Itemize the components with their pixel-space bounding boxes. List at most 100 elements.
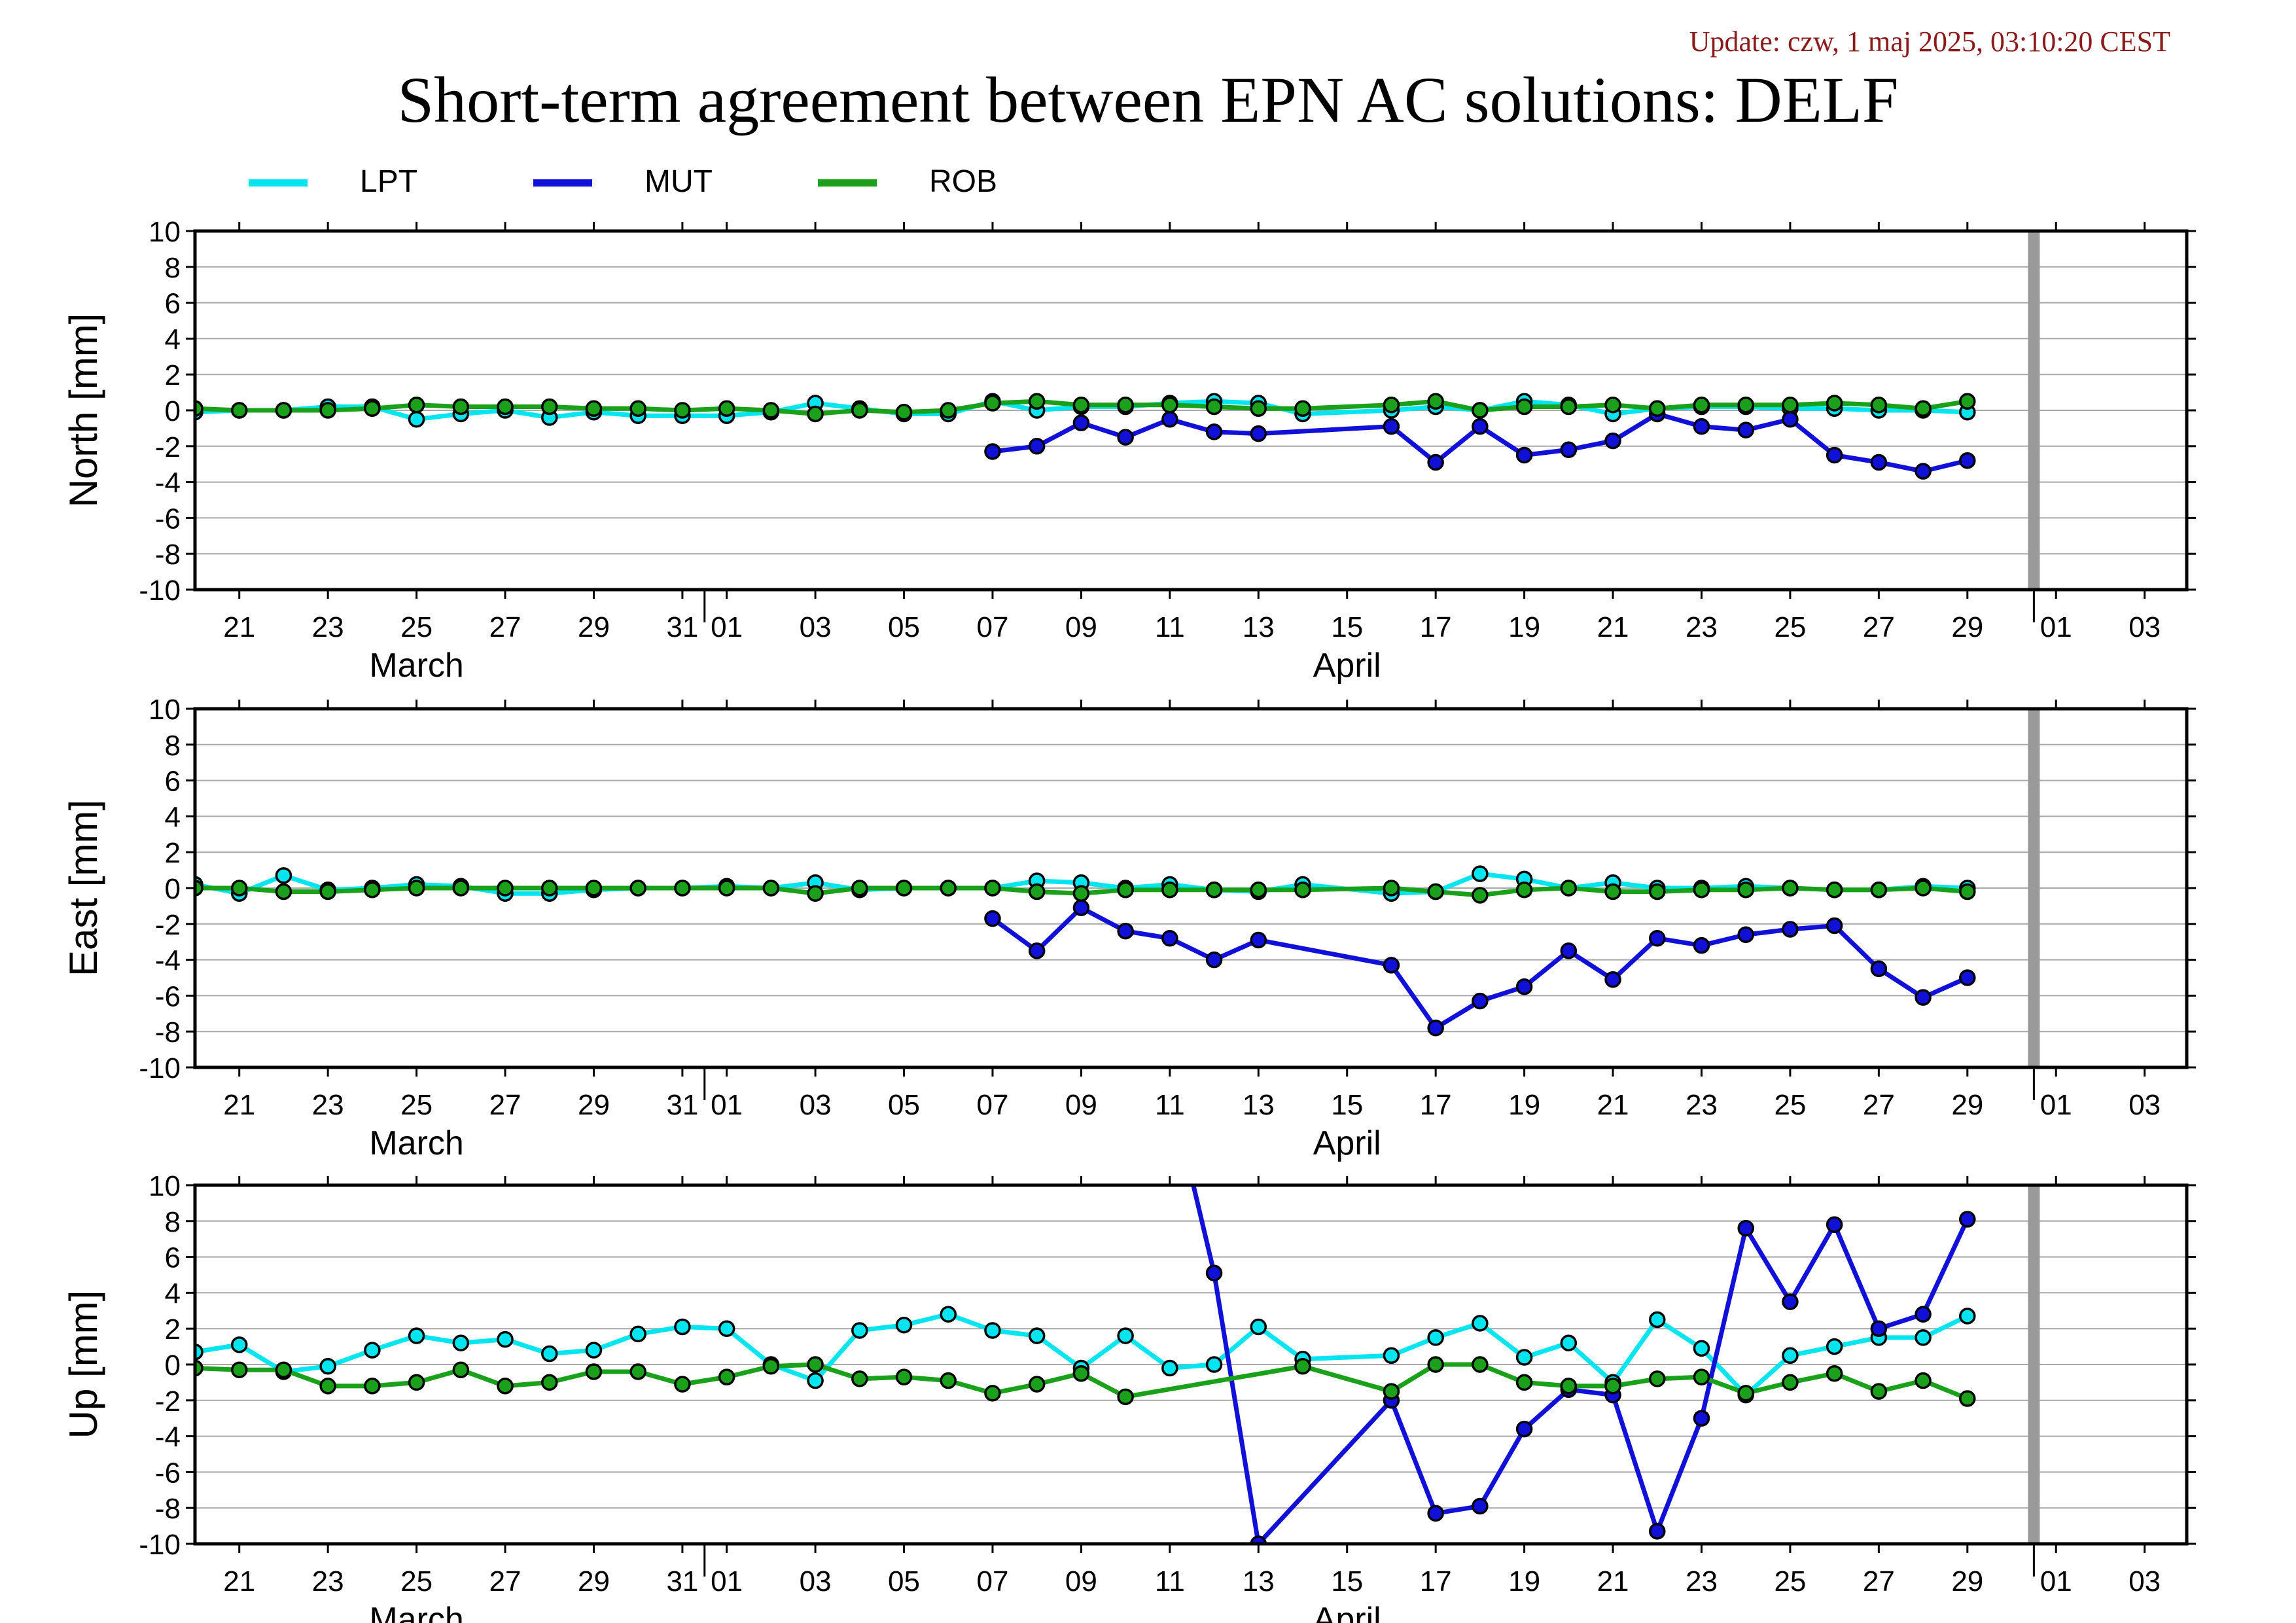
data-point-mut [1560,441,1578,459]
data-point-lpt [195,1344,203,1361]
x-tick-label: 29 [578,1089,610,1121]
data-point-rob [629,1363,646,1380]
data-point-rob [1649,1370,1666,1387]
plot-frame [193,229,2189,592]
legend-swatch-lpt [249,179,308,187]
data-point-mut [1028,942,1046,959]
data-point-mut [1427,1019,1444,1037]
x-tick-label: 23 [312,1089,344,1121]
data-point-rob [807,885,824,902]
data-point-rob [275,883,292,901]
x-tick-label: 01 [711,1089,743,1121]
data-point-rob [1161,881,1178,899]
data-point-mut [1560,942,1578,959]
y-tick-label: -10 [139,575,181,607]
data-point-mut [1782,921,1799,938]
data-point-rob [762,1357,780,1375]
x-tick-label: 25 [1774,1089,1806,1121]
data-point-rob [1604,397,1621,414]
data-point-lpt [1117,1327,1134,1344]
series-line-rob [195,399,1968,416]
data-point-rob [1472,1356,1489,1373]
data-point-rob [1117,1388,1134,1406]
month-label: April [1313,1601,1381,1623]
x-tick-label: 27 [1863,1565,1895,1597]
data-point-rob [1915,400,1932,418]
series-rob [195,393,1976,423]
x-tick-label: 03 [2128,1565,2161,1597]
data-point-lpt [1515,1349,1533,1366]
data-point-rob [674,1376,691,1393]
data-point-rob [807,405,824,423]
y-tick-label: 6 [165,288,181,320]
data-point-rob [1515,881,1533,899]
data-point-lpt [1560,1334,1578,1351]
data-point-mut [1161,929,1178,947]
data-point-lpt [807,1372,824,1389]
x-tick-label: 03 [800,1565,832,1597]
data-point-mut [1782,1293,1799,1310]
data-point-rob [1427,1356,1444,1373]
x-tick-label: 23 [312,611,344,643]
data-point-rob [1072,397,1090,414]
data-point-lpt [940,1306,957,1323]
data-point-mut [984,443,1001,460]
data-point-mut [1072,899,1090,916]
legend: LPT MUT ROB [0,157,2296,203]
x-tick-label: 17 [1420,1565,1452,1597]
x-tick-label: 27 [489,611,521,643]
x-tick-label: 21 [1597,1565,1629,1597]
data-point-mut [1383,418,1400,435]
data-point-mut [1870,454,1888,471]
x-tick-label: 25 [400,611,433,643]
x-tick-label: 25 [1774,611,1806,643]
x-tick-label: 11 [1155,1565,1185,1597]
data-point-rob [1870,881,1888,899]
data-point-rob [1028,883,1046,901]
plot-frame [193,707,2189,1069]
data-point-mut [1826,446,1843,464]
data-point-lpt [1472,1315,1489,1332]
y-tick-label: 10 [149,694,181,726]
month-label: March [369,647,463,685]
data-point-lpt [230,1336,248,1353]
x-tick-label: 13 [1243,1565,1275,1597]
y-tick-label: -6 [155,503,181,535]
y-tick-label: 8 [165,1206,181,1238]
x-tick-label: 23 [312,1565,344,1597]
y-tick-label: 2 [165,1313,181,1346]
data-point-mut [1604,432,1621,450]
x-tick-label: 25 [1774,1565,1806,1597]
y-tick-label: 4 [165,801,181,833]
data-point-rob [1959,883,1976,901]
data-point-lpt [1649,1311,1666,1329]
data-point-rob [851,402,868,419]
legend-swatch-mut [533,179,592,187]
panel-north: 10 8 64 2 0 -2 -4 -6 -8 -10 21 23 25 27 29 31 01 03 05 07 09… [62,216,2196,685]
data-point-rob [718,880,735,897]
data-point-mut [1959,1211,1976,1228]
y-tick-label: -2 [155,909,181,941]
data-point-rob [1250,881,1267,899]
y-tick-label: -4 [155,467,181,499]
y-tick-label: 2 [165,837,181,869]
x-tick-label: 21 [223,1565,255,1597]
y-tick-label: -8 [155,1493,181,1525]
data-point-rob [1693,881,1710,899]
x-tick-label: 07 [976,1089,1008,1121]
x-tick-label: 29 [578,611,610,643]
data-point-lpt [452,1334,470,1351]
series-rob [195,880,1976,904]
data-point-rob [718,1368,735,1385]
data-point-rob [195,400,203,418]
data-point-mut [1737,421,1754,438]
data-point-lpt [275,867,292,884]
data-point-rob [1693,397,1710,414]
data-point-rob [1693,1368,1710,1385]
y-tick-label: 0 [165,873,181,905]
y-tick-label: 10 [149,216,181,248]
data-point-mut [1870,1320,1888,1337]
data-point-rob [1826,881,1843,899]
